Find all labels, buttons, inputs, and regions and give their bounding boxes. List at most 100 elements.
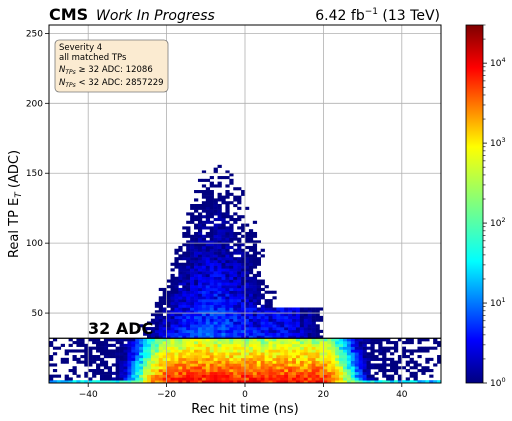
heatmap-cell	[155, 352, 159, 355]
heatmap-cell	[221, 369, 225, 372]
heatmap-cell	[245, 363, 249, 366]
heatmap-cell	[308, 347, 312, 350]
heatmap-cell	[355, 369, 359, 372]
heatmap-cell	[202, 254, 206, 257]
heatmap-cell	[225, 349, 229, 352]
heatmap-cell	[139, 366, 143, 369]
heatmap-cell	[198, 305, 202, 308]
heatmap-cell	[249, 296, 253, 299]
heatmap-cell	[182, 291, 186, 294]
heatmap-cell	[182, 324, 186, 327]
heatmap-cell	[229, 173, 233, 176]
heatmap-cell	[304, 363, 308, 366]
heatmap-cell	[202, 307, 206, 310]
heatmap-cell	[225, 196, 229, 199]
heatmap-cell	[284, 375, 288, 378]
heatmap-cell	[182, 294, 186, 297]
heatmap-cell	[186, 355, 190, 358]
heatmap-cell	[237, 207, 241, 210]
heatmap-cell	[186, 260, 190, 263]
heatmap-cell	[323, 372, 327, 375]
heatmap-cell	[190, 252, 194, 255]
heatmap-cell	[343, 344, 347, 347]
heatmap-cell	[206, 249, 210, 252]
heatmap-cell	[139, 341, 143, 344]
heatmap-cell	[214, 271, 218, 274]
heatmap-cell	[331, 361, 335, 364]
heatmap-cell	[147, 369, 151, 372]
heatmap-cell	[284, 319, 288, 322]
heatmap-cell	[253, 280, 257, 283]
heatmap-cell	[171, 299, 175, 302]
heatmap-cell	[261, 319, 265, 322]
heatmap-cell	[198, 333, 202, 336]
heatmap-cell	[194, 246, 198, 249]
heatmap-cell	[249, 349, 253, 352]
heatmap-cell	[221, 305, 225, 308]
heatmap-cell	[186, 268, 190, 271]
heatmap-cell	[178, 271, 182, 274]
heatmap-cell	[363, 375, 367, 378]
heatmap-cell	[186, 302, 190, 305]
heatmap-cell	[210, 341, 214, 344]
heatmap-cell	[237, 277, 241, 280]
heatmap-cell	[316, 363, 320, 366]
heatmap-cell	[229, 218, 233, 221]
heatmap-cell	[269, 313, 273, 316]
heatmap-cell	[327, 377, 331, 380]
heatmap-cell	[174, 277, 178, 280]
heatmap-cell	[155, 319, 159, 322]
heatmap-cell	[225, 288, 229, 291]
heatmap-cell	[171, 305, 175, 308]
heatmap-cell	[296, 307, 300, 310]
heatmap-cell	[355, 349, 359, 352]
heatmap-cell	[300, 377, 304, 380]
heatmap-cell	[229, 341, 233, 344]
heatmap-cell	[190, 330, 194, 333]
heatmap-cell	[339, 377, 343, 380]
heatmap-cell	[96, 349, 100, 352]
heatmap-cell	[288, 361, 292, 364]
heatmap-cell	[182, 285, 186, 288]
heatmap-cell	[276, 341, 280, 344]
heatmap-cell	[304, 361, 308, 364]
heatmap-cell	[245, 375, 249, 378]
heatmap-cell	[123, 344, 127, 347]
heatmap-cell	[202, 271, 206, 274]
heatmap-cell	[359, 372, 363, 375]
heatmap-cell	[206, 246, 210, 249]
heatmap-cell	[378, 347, 382, 350]
heatmap-cell	[382, 349, 386, 352]
heatmap-cell	[370, 349, 374, 352]
heatmap-cell	[159, 358, 163, 361]
heatmap-cell	[194, 361, 198, 364]
colorbar	[466, 25, 483, 383]
heatmap-cell	[284, 333, 288, 336]
heatmap-cell	[214, 274, 218, 277]
heatmap-cell	[249, 249, 253, 252]
heatmap-cell	[323, 377, 327, 380]
heatmap-cell	[280, 327, 284, 330]
heatmap-cell	[249, 344, 253, 347]
heatmap-cell	[210, 316, 214, 319]
heatmap-cell	[253, 333, 257, 336]
heatmap-cell	[253, 243, 257, 246]
heatmap-cell	[335, 344, 339, 347]
heatmap-cell	[182, 288, 186, 291]
heatmap-cell	[355, 375, 359, 378]
heatmap-cell	[339, 355, 343, 358]
heatmap-cell	[257, 321, 261, 324]
heatmap-cell	[96, 366, 100, 369]
heatmap-cell	[284, 363, 288, 366]
heatmap-cell	[269, 324, 273, 327]
heatmap-cell	[257, 369, 261, 372]
heatmap-cell	[218, 215, 222, 218]
heatmap-cell	[135, 358, 139, 361]
heatmap-cell	[202, 352, 206, 355]
heatmap-cell	[210, 229, 214, 232]
heatmap-cell	[378, 349, 382, 352]
heatmap-cell	[272, 355, 276, 358]
heatmap-cell	[370, 358, 374, 361]
heatmap-cell	[202, 193, 206, 196]
heatmap-cell	[245, 361, 249, 364]
